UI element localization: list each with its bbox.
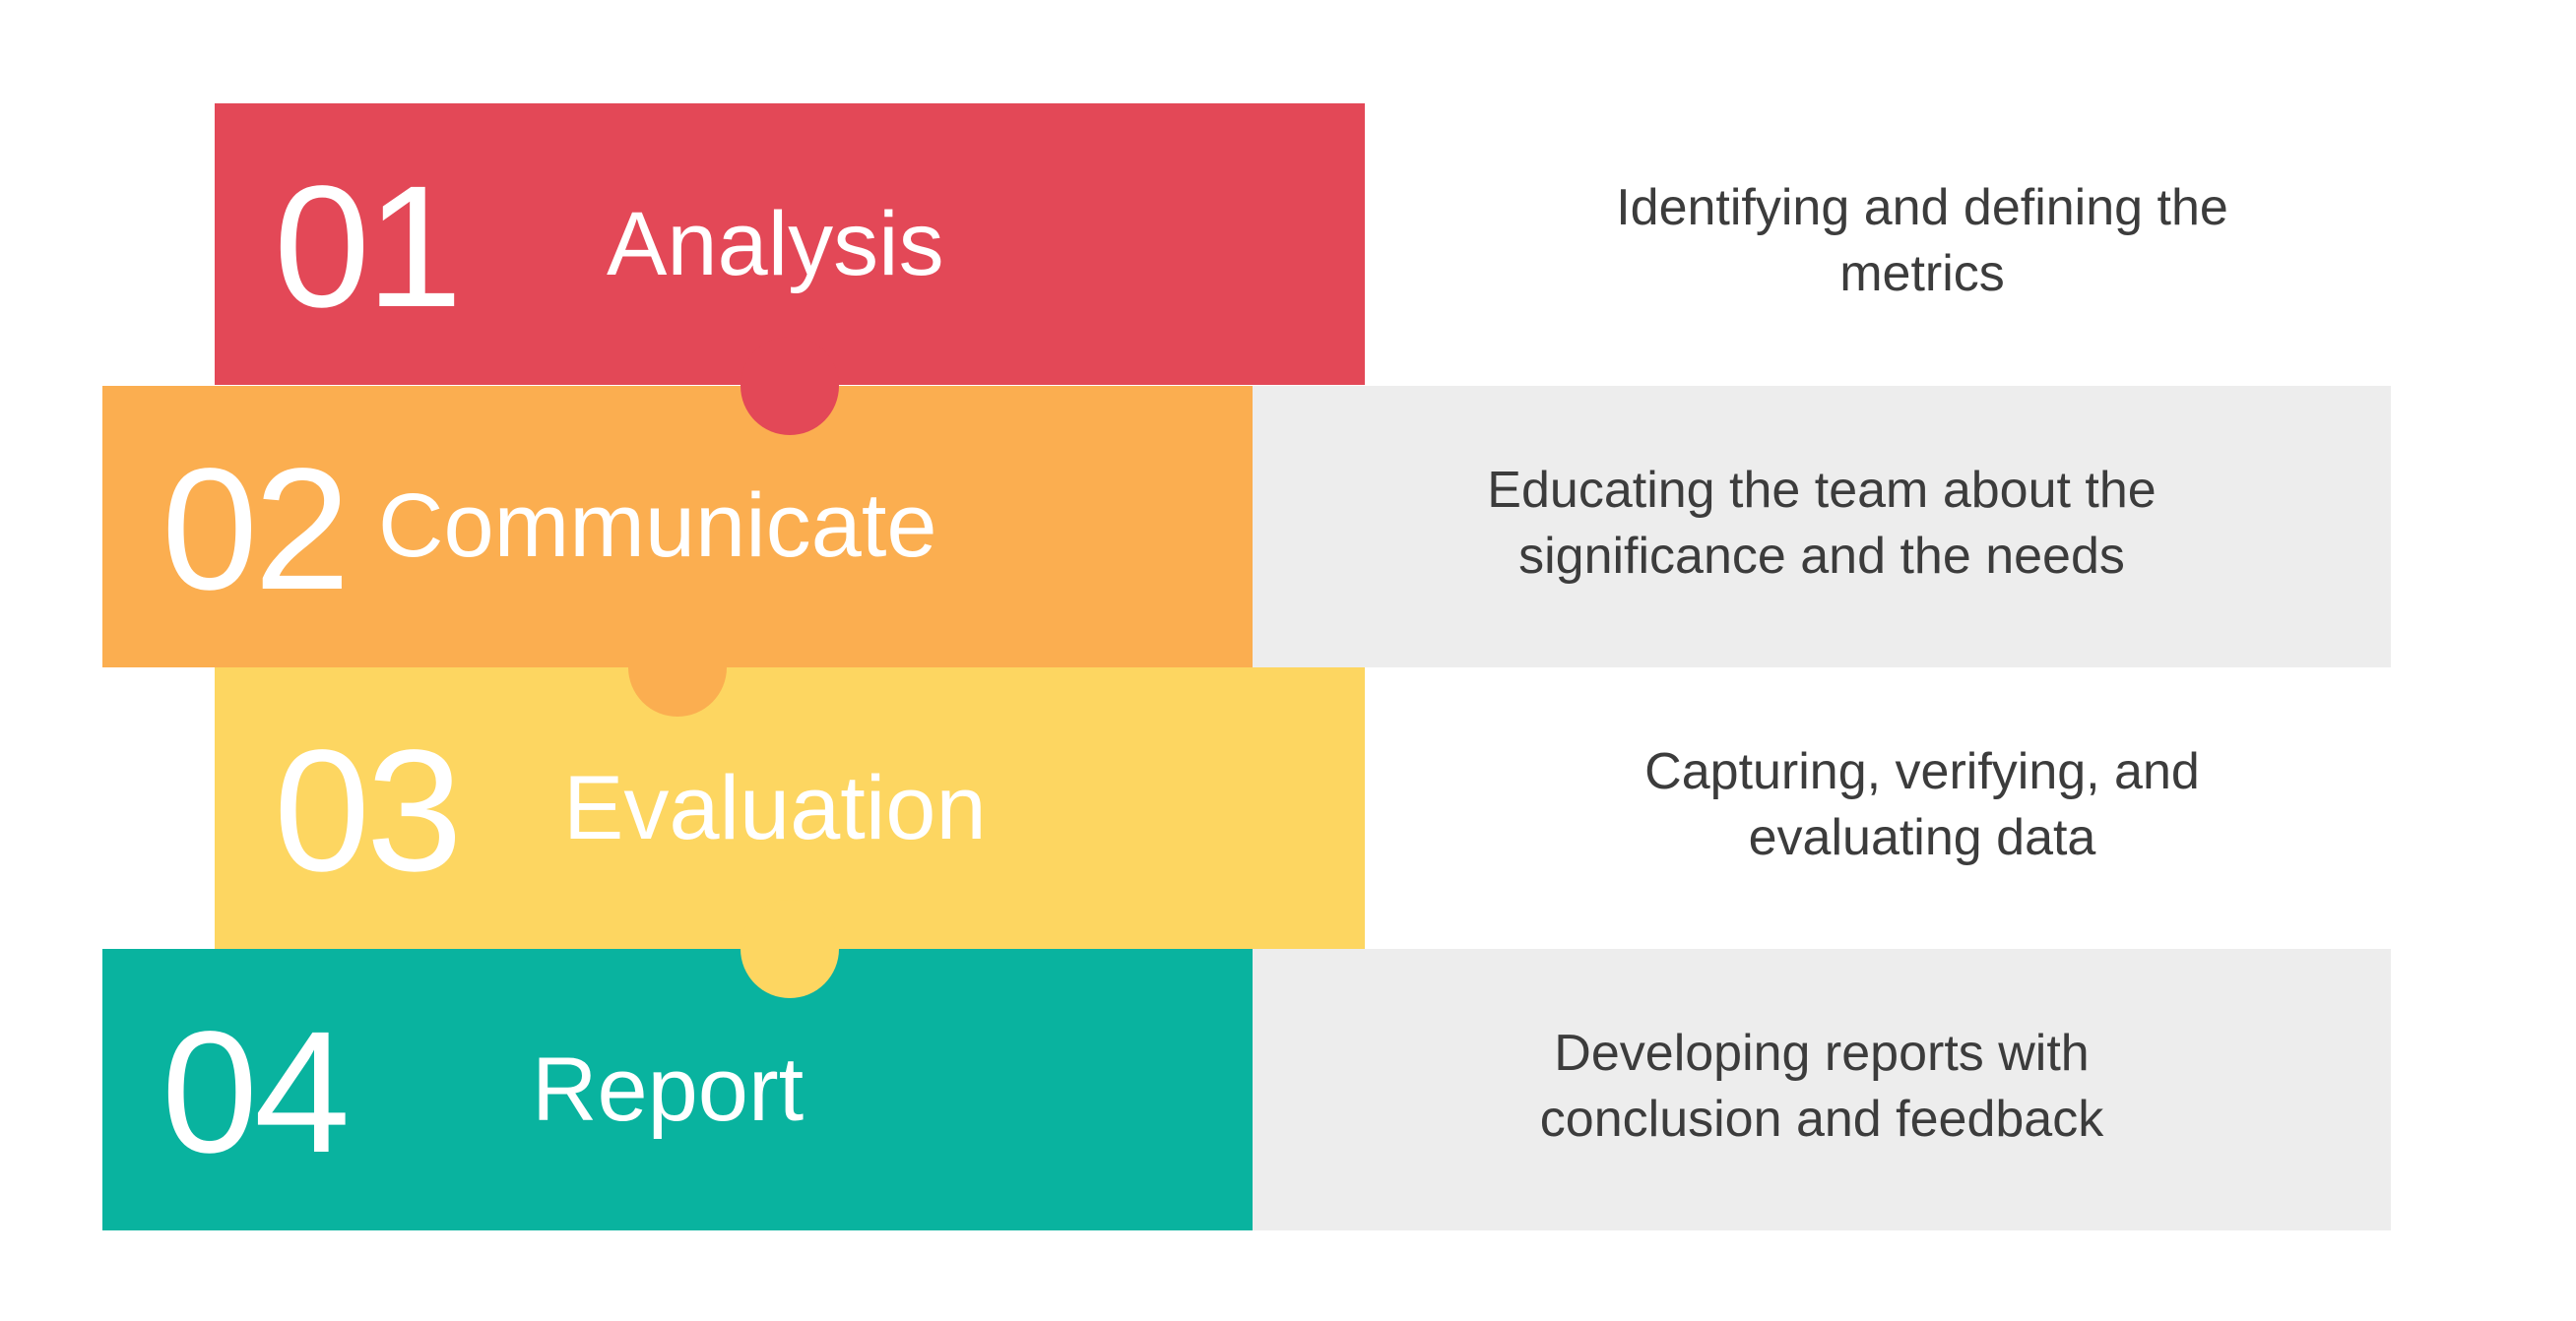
step-3-number: 03	[274, 715, 463, 908]
step-3-description-line-2: evaluating data	[1748, 809, 2096, 866]
step-1-connector-tab	[741, 337, 839, 435]
step-4-block	[102, 949, 1253, 1230]
step-1-number: 01	[274, 151, 463, 344]
step-3-title: Evaluation	[563, 758, 987, 858]
step-1-description: Identifying and defining the metrics	[1351, 175, 2493, 307]
step-3-connector-tab	[741, 900, 839, 998]
step-2-number: 02	[161, 433, 351, 626]
step-3-description-line-1: Capturing, verifying, and	[1644, 743, 2200, 800]
step-1-description-line-2: metrics	[1839, 245, 2005, 302]
step-4-title: Report	[532, 1039, 805, 1140]
step-2-description-line-1: Educating the team about the	[1487, 462, 2157, 519]
step-1-title: Analysis	[607, 194, 944, 294]
step-4-description-panel	[1253, 949, 2391, 1230]
step-2-connector-tab	[628, 618, 727, 717]
step-4-description: Developing reports with conclusion and f…	[1253, 1021, 2391, 1153]
step-2-title: Communicate	[378, 475, 937, 576]
step-1-description-line-1: Identifying and defining the	[1616, 179, 2228, 236]
step-4-description-line-1: Developing reports with	[1554, 1025, 2090, 1082]
step-2-description-panel	[1253, 386, 2391, 667]
step-2-description: Educating the team about the significanc…	[1253, 458, 2391, 590]
step-4-number: 04	[161, 996, 351, 1189]
step-4-description-line-2: conclusion and feedback	[1539, 1091, 2104, 1148]
step-3-description: Capturing, verifying, and evaluating dat…	[1351, 739, 2493, 871]
step-2-description-line-2: significance and the needs	[1518, 528, 2125, 585]
